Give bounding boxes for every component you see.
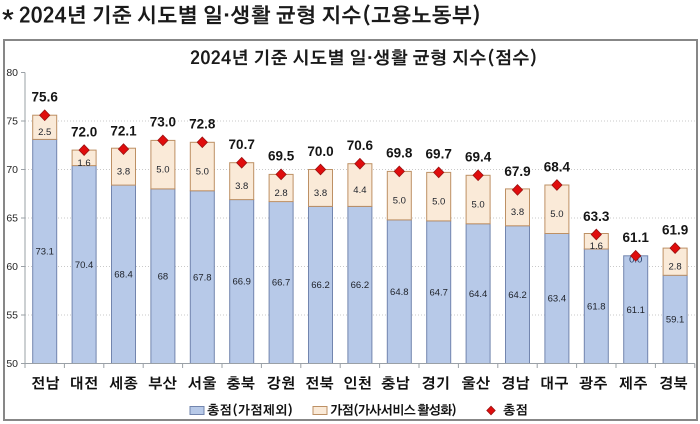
svg-text:63.4: 63.4 [548,294,567,305]
svg-text:1.6: 1.6 [77,158,90,169]
svg-text:61.8: 61.8 [587,302,606,313]
svg-text:64.4: 64.4 [469,289,488,300]
svg-text:66.9: 66.9 [232,277,251,288]
svg-text:66.2: 66.2 [311,280,330,291]
svg-text:70.0: 70.0 [307,144,333,159]
svg-text:72.1: 72.1 [110,123,137,138]
svg-text:5.0: 5.0 [196,167,209,178]
svg-text:2.5: 2.5 [38,127,51,138]
svg-text:55: 55 [6,309,18,321]
svg-text:66.7: 66.7 [272,278,291,289]
svg-text:72.8: 72.8 [189,117,216,132]
svg-text:3.8: 3.8 [314,188,327,199]
svg-text:3.8: 3.8 [235,181,248,192]
svg-text:3.8: 3.8 [511,207,524,218]
svg-text:5.0: 5.0 [393,196,406,207]
svg-text:75.6: 75.6 [32,90,59,105]
svg-text:59.1: 59.1 [666,315,685,326]
svg-text:64.7: 64.7 [429,287,448,298]
svg-text:67.9: 67.9 [504,164,530,179]
svg-text:1.6: 1.6 [590,241,603,252]
svg-text:70.6: 70.6 [347,138,374,153]
svg-text:69.5: 69.5 [268,149,295,164]
svg-text:61.9: 61.9 [662,222,688,237]
svg-text:73.1: 73.1 [35,247,54,258]
svg-text:2.8: 2.8 [668,262,681,273]
svg-text:75: 75 [6,115,18,127]
svg-text:61.1: 61.1 [623,230,650,245]
svg-text:68.4: 68.4 [544,159,571,174]
svg-text:64.2: 64.2 [508,290,527,301]
svg-text:61.1: 61.1 [626,305,645,316]
svg-text:67.8: 67.8 [193,272,212,283]
svg-text:66.2: 66.2 [351,280,370,291]
svg-text:50: 50 [6,358,18,370]
svg-text:60: 60 [6,261,18,273]
svg-text:68: 68 [158,271,169,282]
svg-text:69.7: 69.7 [426,147,452,162]
svg-text:70.4: 70.4 [75,260,94,271]
svg-text:4.4: 4.4 [353,185,366,196]
svg-text:5.0: 5.0 [550,209,563,220]
svg-text:70: 70 [6,164,18,176]
svg-text:68.4: 68.4 [114,270,133,281]
svg-text:70.7: 70.7 [229,137,255,152]
svg-text:2.8: 2.8 [274,188,287,199]
svg-text:69.4: 69.4 [465,150,492,165]
svg-text:72.0: 72.0 [71,124,97,139]
svg-text:5.0: 5.0 [471,200,484,211]
svg-text:69.8: 69.8 [386,146,413,161]
svg-text:64.8: 64.8 [390,287,409,298]
svg-text:80: 80 [6,67,18,79]
svg-text:5.0: 5.0 [432,197,445,208]
svg-text:5.0: 5.0 [156,165,169,176]
svg-text:3.8: 3.8 [117,167,130,178]
svg-text:65: 65 [6,212,18,224]
svg-text:73.0: 73.0 [150,115,176,130]
svg-text:63.3: 63.3 [583,209,610,224]
